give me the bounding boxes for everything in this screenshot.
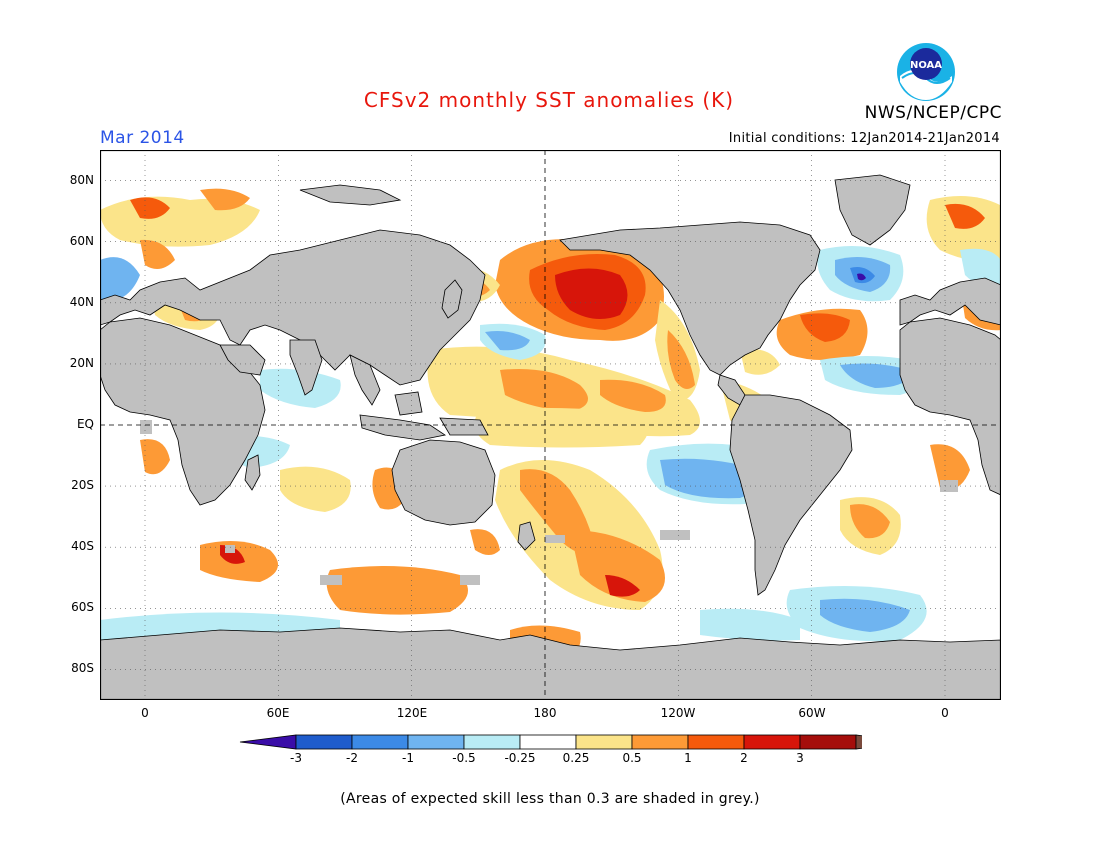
colorbar-tick-label: 2 bbox=[740, 751, 748, 765]
lon-label: 120W bbox=[660, 706, 696, 720]
forecast-month: Mar 2014 bbox=[100, 128, 185, 148]
colorbar-box bbox=[351, 734, 409, 750]
new-zealand bbox=[517, 521, 536, 551]
australia bbox=[391, 439, 496, 526]
antarctica bbox=[100, 627, 1001, 700]
colorbar-tick-label: -0.25 bbox=[504, 751, 536, 765]
colorbar-box bbox=[631, 734, 689, 750]
agency-label: NWS/NCEP/CPC bbox=[864, 103, 1002, 123]
colorbar-tick-label: 0.25 bbox=[562, 751, 590, 765]
chart-title: CFSv2 monthly SST anomalies (K) bbox=[363, 88, 735, 112]
colorbar-max-arrow bbox=[855, 734, 862, 750]
se-asia bbox=[349, 354, 381, 406]
skill-footnote: (Areas of expected skill less than 0.3 a… bbox=[340, 791, 760, 807]
lon-label: 0 bbox=[941, 706, 949, 720]
colorbar-tick-label: -0.5 bbox=[452, 751, 476, 765]
land bbox=[100, 174, 1001, 700]
lat-label: 40N bbox=[69, 295, 94, 309]
lon-label: 60W bbox=[798, 706, 826, 720]
lon-label: 60E bbox=[266, 706, 290, 720]
lat-label: 80N bbox=[69, 173, 94, 187]
colorbar-tick-label: -2 bbox=[346, 751, 358, 765]
lon-label: 120E bbox=[396, 706, 428, 720]
colorbar-min-arrow bbox=[239, 734, 297, 750]
warm-anomalies bbox=[100, 188, 1001, 665]
svg-text:NOAA: NOAA bbox=[910, 60, 942, 71]
eurasia-right bbox=[899, 277, 1001, 326]
colorbar-tick-label: 1 bbox=[684, 751, 692, 765]
madagascar bbox=[244, 454, 261, 491]
colorbar-box bbox=[463, 734, 521, 750]
lat-label: 60S bbox=[71, 600, 94, 614]
colorbar-box bbox=[687, 734, 745, 750]
indonesia bbox=[359, 414, 447, 441]
colorbar-tick-label: 0.5 bbox=[622, 751, 642, 765]
colorbar-box bbox=[407, 734, 465, 750]
borneo bbox=[394, 391, 423, 416]
arctic-islands bbox=[299, 184, 402, 206]
lat-label: 20S bbox=[71, 478, 94, 492]
sst-anomaly-map bbox=[100, 150, 1001, 700]
colorbar-box bbox=[295, 734, 353, 750]
lat-label: 80S bbox=[71, 661, 94, 675]
lon-label: 0 bbox=[141, 706, 149, 720]
noaa-logo: NOAA bbox=[897, 43, 955, 101]
map-frame bbox=[100, 150, 1001, 700]
japan bbox=[441, 279, 463, 319]
colorbar-tick-label: 3 bbox=[796, 751, 804, 765]
cool-anomalies bbox=[100, 246, 1001, 643]
south-america bbox=[729, 394, 853, 596]
colorbar-box bbox=[743, 734, 801, 750]
colorbar-box bbox=[519, 734, 577, 750]
lat-label: 20N bbox=[69, 356, 94, 370]
colorbar-box bbox=[575, 734, 633, 750]
india bbox=[289, 339, 323, 396]
lon-label: 180 bbox=[533, 706, 557, 720]
north-america bbox=[559, 221, 821, 376]
colorbar-tick-label: -1 bbox=[402, 751, 414, 765]
greenland bbox=[834, 174, 911, 246]
initial-conditions: Initial conditions: 12Jan2014-21Jan2014 bbox=[728, 131, 1000, 146]
lat-label: EQ bbox=[76, 417, 94, 431]
colorbar-tick-label: -3 bbox=[290, 751, 302, 765]
arabia bbox=[219, 344, 266, 376]
equator-dateline bbox=[100, 150, 1001, 700]
lat-label: 40S bbox=[71, 539, 94, 553]
lat-label: 60N bbox=[69, 234, 94, 248]
africa bbox=[100, 317, 266, 506]
new-guinea bbox=[439, 417, 489, 436]
low-skill-patches bbox=[140, 245, 958, 585]
eurasia-left bbox=[100, 229, 486, 386]
colorbar-box bbox=[799, 734, 857, 750]
colorbar bbox=[239, 734, 862, 750]
africa-right bbox=[899, 317, 1001, 496]
